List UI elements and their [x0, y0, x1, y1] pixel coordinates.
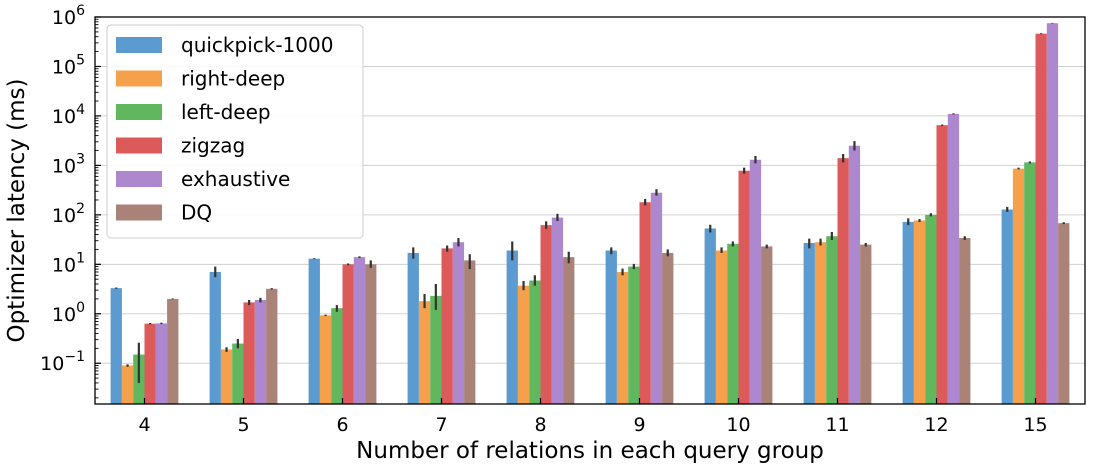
error-bars	[115, 22, 1065, 383]
bar-quickpick-1000-8	[506, 250, 518, 404]
bar-quickpick-1000-12	[902, 221, 914, 404]
bar-zigzag-6	[342, 264, 354, 404]
y-tick-label: 102	[52, 201, 85, 227]
bar-zigzag-10	[738, 170, 750, 404]
legend: quickpick-1000 right-deep left-deep zigzag e…	[106, 24, 364, 239]
x-tick-label: 10	[726, 414, 750, 436]
bar-right-deep-5	[220, 349, 233, 404]
bar-exhaustive-11	[848, 145, 861, 404]
bar-zigzag-8	[540, 225, 552, 404]
legend-label: quickpick-1000	[181, 33, 333, 57]
bar-left-deep-7	[430, 295, 442, 404]
y-tick-label: 106	[52, 3, 85, 29]
bar-exhaustive-5	[254, 299, 267, 404]
bar-zigzag-12	[936, 125, 948, 404]
legend-swatch	[116, 137, 162, 154]
bar-DQ-6	[365, 264, 377, 404]
y-tick-label: 103	[52, 151, 85, 177]
bar-exhaustive-10	[749, 159, 762, 404]
bar-quickpick-1000-10	[704, 228, 716, 404]
legend-label: exhaustive	[181, 167, 290, 191]
bar-right-deep-7	[418, 301, 431, 404]
bar-quickpick-1000-9	[605, 250, 617, 404]
bar-right-deep-10	[715, 250, 728, 404]
x-tick-label: 5	[237, 414, 249, 436]
axis-ticks: 10−1 100 101 102 103 104 105 106 4 5 6 7 8 9 10 11 12 15	[40, 3, 1047, 436]
bar-exhaustive-7	[452, 242, 465, 404]
bar-DQ-12	[959, 238, 971, 404]
bar-quickpick-1000-7	[407, 252, 419, 404]
bar-exhaustive-4	[155, 323, 168, 404]
x-tick-label: 4	[138, 414, 150, 436]
bar-exhaustive-12	[947, 113, 960, 404]
y-axis-label: Optimizer latency (ms)	[4, 78, 30, 342]
bar-zigzag-7	[441, 248, 453, 404]
legend-swatch	[116, 204, 162, 221]
x-tick-label: 6	[336, 414, 348, 436]
bar-left-deep-15	[1024, 162, 1036, 404]
x-tick-label: 8	[534, 414, 546, 436]
bar-left-deep-12	[925, 214, 937, 404]
bar-DQ-5	[266, 288, 278, 404]
bar-quickpick-1000-15	[1001, 209, 1013, 404]
bar-quickpick-1000-4	[110, 288, 122, 404]
bar-left-deep-9	[628, 266, 640, 404]
bar-right-deep-4	[121, 365, 134, 404]
y-tick-label: 101	[52, 250, 85, 276]
bar-right-deep-15	[1012, 168, 1025, 404]
bar-left-deep-10	[727, 243, 739, 404]
legend-label: right-deep	[181, 67, 285, 91]
legend-swatch	[116, 104, 162, 120]
bar-right-deep-11	[814, 242, 827, 404]
bar-quickpick-1000-5	[209, 271, 221, 404]
bar-exhaustive-8	[551, 217, 564, 404]
x-tick-label: 7	[435, 414, 447, 436]
bar-left-deep-11	[826, 236, 838, 404]
legend-box	[106, 24, 364, 239]
bar-exhaustive-9	[650, 192, 663, 404]
bar-zigzag-15	[1035, 33, 1047, 404]
bar-right-deep-12	[913, 220, 926, 404]
y-tick-label: 104	[52, 102, 85, 128]
bar-DQ-8	[563, 257, 575, 404]
x-tick-label: 9	[633, 414, 645, 436]
bar-zigzag-5	[243, 302, 255, 404]
bars	[110, 23, 1070, 405]
legend-swatch	[116, 37, 162, 53]
bar-right-deep-6	[319, 315, 332, 404]
legend-label: left-deep	[181, 100, 271, 124]
x-tick-label: 11	[825, 414, 849, 436]
bar-exhaustive-15	[1046, 23, 1059, 405]
legend-swatch	[116, 171, 162, 187]
x-tick-label: 12	[924, 414, 948, 436]
legend-label: DQ	[181, 201, 212, 225]
legend-label: zigzag	[181, 134, 245, 158]
y-tick-label: 100	[52, 300, 85, 326]
bar-zigzag-9	[639, 202, 651, 404]
bar-exhaustive-6	[353, 257, 366, 404]
y-tick-label: 105	[52, 52, 85, 78]
bar-quickpick-1000-6	[308, 258, 320, 404]
bar-right-deep-8	[517, 285, 530, 404]
bar-DQ-11	[860, 244, 872, 404]
bar-left-deep-8	[529, 280, 541, 404]
bar-left-deep-6	[331, 308, 343, 404]
x-tick-label: 15	[1023, 414, 1047, 436]
plot-frame	[94, 16, 1086, 405]
bar-quickpick-1000-11	[803, 242, 815, 404]
bar-zigzag-11	[837, 158, 849, 404]
bar-zigzag-4	[144, 323, 156, 404]
bar-left-deep-5	[232, 343, 244, 404]
legend-swatch	[116, 70, 162, 87]
bar-DQ-7	[464, 260, 476, 404]
bar-right-deep-9	[616, 271, 629, 404]
x-axis-label: Number of relations in each query group	[356, 438, 824, 464]
bar-DQ-15	[1058, 223, 1070, 404]
y-tick-label: 10−1	[40, 349, 85, 375]
bar-DQ-10	[761, 246, 773, 404]
bar-DQ-4	[167, 298, 179, 404]
bar-DQ-9	[662, 252, 674, 404]
